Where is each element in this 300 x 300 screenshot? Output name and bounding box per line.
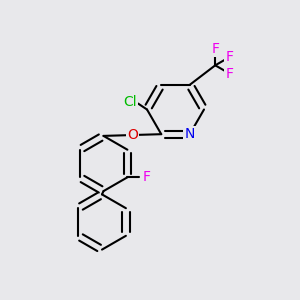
Text: F: F — [226, 50, 233, 64]
Text: N: N — [184, 127, 195, 141]
Text: Cl: Cl — [124, 95, 137, 109]
Text: F: F — [143, 170, 151, 184]
Text: F: F — [211, 42, 219, 56]
Text: O: O — [127, 128, 138, 142]
Text: F: F — [226, 67, 233, 81]
